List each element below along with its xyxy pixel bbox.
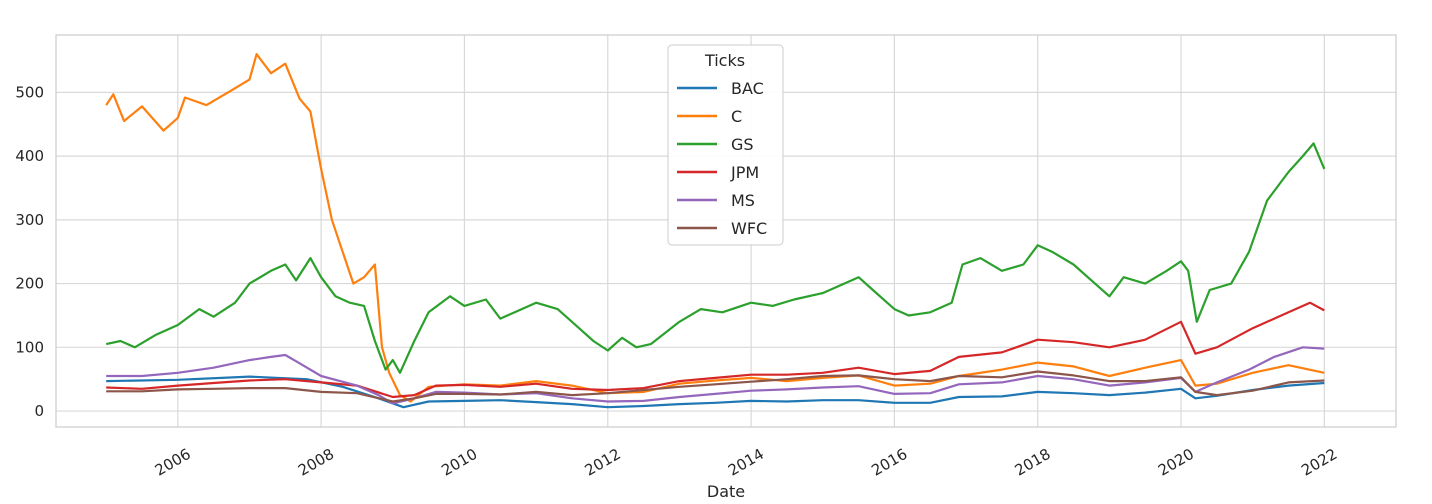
x-tick-label: 2016 — [868, 445, 910, 480]
legend-item-ms: MS — [677, 191, 755, 210]
x-tick-label: 2010 — [438, 445, 480, 480]
legend-label: WFC — [731, 219, 767, 238]
x-axis-title: Date — [707, 482, 745, 501]
legend-box — [667, 44, 784, 246]
y-tick-label: 400 — [15, 147, 44, 165]
series-lines — [105, 53, 1326, 409]
x-tick-label: 2008 — [295, 445, 337, 480]
y-tick-label: 500 — [15, 83, 44, 101]
x-tick-label: 2014 — [725, 445, 767, 480]
legend-item-wfc: WFC — [677, 219, 767, 238]
y-tick-label: 300 — [15, 211, 44, 229]
legend-items: BAC C GS JPM MS WFC — [677, 79, 767, 238]
y-tick-label: 0 — [34, 402, 44, 420]
legend-label: JPM — [730, 163, 759, 182]
x-tick-label: 2018 — [1012, 445, 1054, 480]
legend-item-bac: BAC — [677, 79, 764, 98]
y-tick-label: 200 — [15, 275, 44, 293]
legend-label: MS — [731, 191, 755, 210]
legend-label: C — [731, 107, 742, 126]
legend-title: Ticks — [704, 51, 745, 70]
x-tick-label: 2012 — [582, 445, 624, 480]
legend: Ticks BAC C GS JPM MS WFC — [667, 44, 784, 246]
y-tick-label: 100 — [15, 338, 44, 356]
x-tick-label: 2006 — [152, 445, 194, 480]
series-line-wfc — [106, 370, 1325, 403]
y-axis-ticks: 0 100 200 300 400 500 — [15, 83, 44, 420]
plot-frame — [55, 34, 1397, 428]
x-tick-label: 2022 — [1298, 445, 1340, 480]
legend-item-c: C — [677, 107, 742, 126]
legend-label: BAC — [731, 79, 764, 98]
legend-item-jpm: JPM — [677, 163, 759, 182]
legend-label: GS — [731, 135, 754, 154]
legend-item-gs: GS — [677, 135, 754, 154]
series-line-jpm — [106, 301, 1325, 399]
x-axis-ticks: 2006 2008 2010 2012 2014 2016 2018 2020 2022 — [152, 445, 1341, 480]
x-tick-label: 2020 — [1155, 445, 1197, 480]
series-line-gs — [105, 142, 1326, 374]
